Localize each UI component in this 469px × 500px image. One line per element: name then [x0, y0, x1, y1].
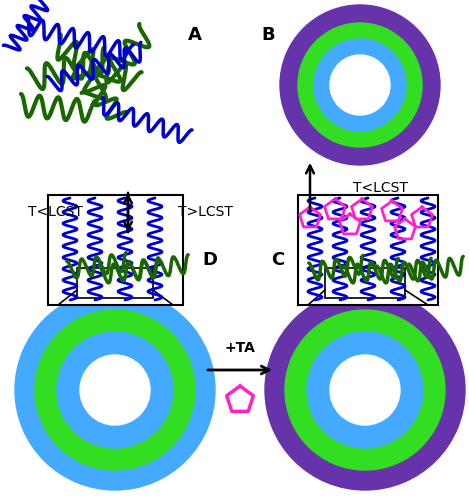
Circle shape	[80, 355, 150, 425]
Circle shape	[330, 355, 400, 425]
Bar	[325, 268, 405, 298]
Text: C: C	[272, 251, 285, 269]
Text: T>LCST: T>LCST	[178, 205, 233, 219]
Text: B: B	[261, 26, 275, 44]
Text: D: D	[203, 251, 218, 269]
Text: T<LCST: T<LCST	[28, 205, 83, 219]
Bar	[48, 195, 183, 305]
Text: T<LCST: T<LCST	[353, 181, 408, 195]
Text: A: A	[188, 26, 202, 44]
Bar	[298, 195, 438, 305]
Text: +TA: +TA	[225, 341, 256, 355]
Bar	[77, 268, 153, 298]
Circle shape	[330, 55, 390, 115]
